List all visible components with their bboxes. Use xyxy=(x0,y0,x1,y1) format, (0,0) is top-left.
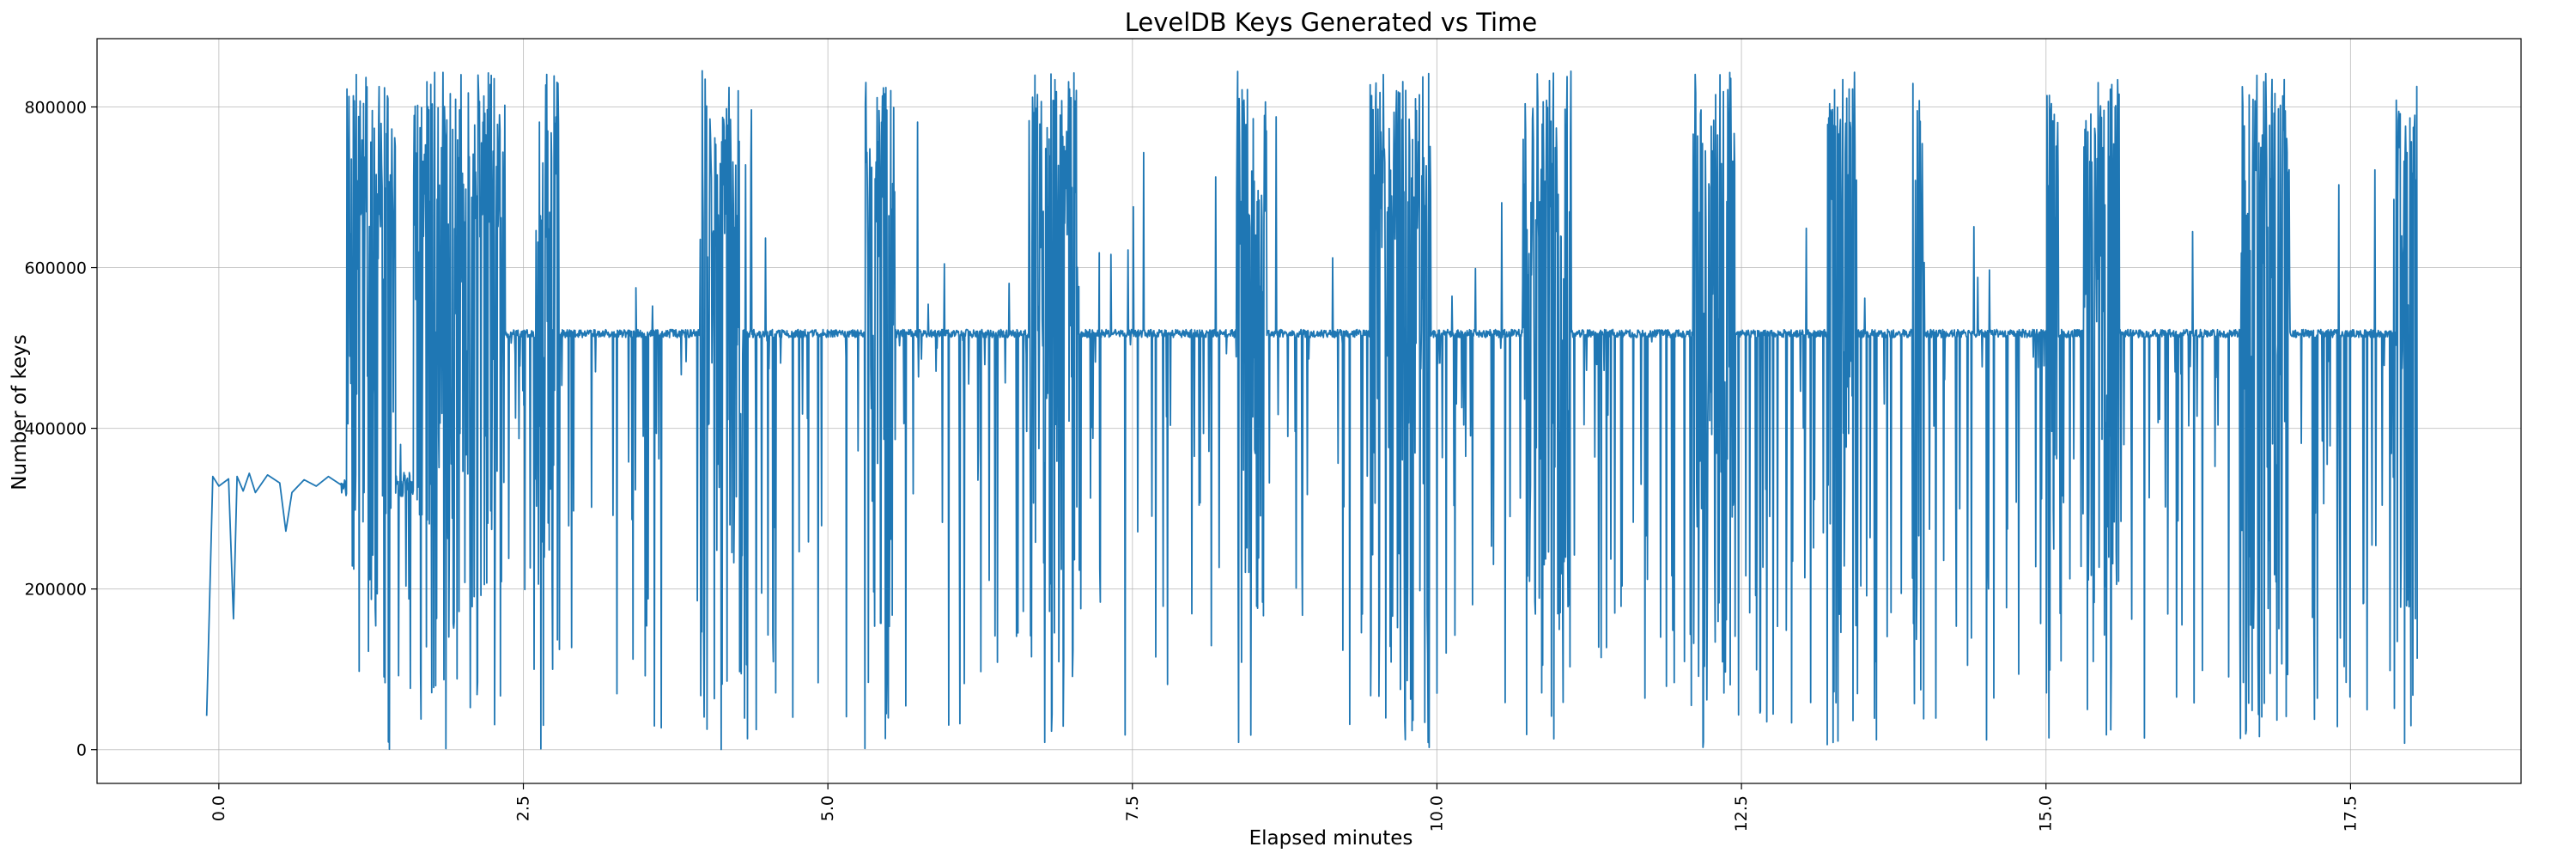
x-tick-label-2: 5.0 xyxy=(818,795,837,821)
y-tick-label-4: 800000 xyxy=(24,98,87,117)
x-tick-label-6: 15.0 xyxy=(2037,795,2056,832)
y-tick-label-0: 0 xyxy=(76,741,87,760)
tick-layer: 0.0 2.5 5.0 7.5 10.0 12.5 15.0 17.5 0 200000 40000… xyxy=(24,98,2360,832)
x-tick-label-3: 7.5 xyxy=(1123,795,1142,821)
x-tick-label-4: 10.0 xyxy=(1427,795,1446,832)
y-tick-label-1: 200000 xyxy=(24,581,87,600)
series-layer xyxy=(205,70,2418,751)
y-tick-label-2: 400000 xyxy=(24,420,87,439)
x-axis-label: Elapsed minutes xyxy=(1249,827,1413,850)
x-tick-label-0: 0.0 xyxy=(210,795,228,821)
series-line-0 xyxy=(205,70,2418,751)
chart-title: LevelDB Keys Generated vs Time xyxy=(1125,8,1537,37)
y-tick-label-3: 600000 xyxy=(24,259,87,278)
x-tick-label-7: 17.5 xyxy=(2341,795,2360,832)
plot-frame xyxy=(96,38,2522,784)
x-tick-label-1: 2.5 xyxy=(514,795,533,821)
x-tick-label-5: 12.5 xyxy=(1732,795,1751,832)
y-axis-label: Number of keys xyxy=(9,334,31,490)
